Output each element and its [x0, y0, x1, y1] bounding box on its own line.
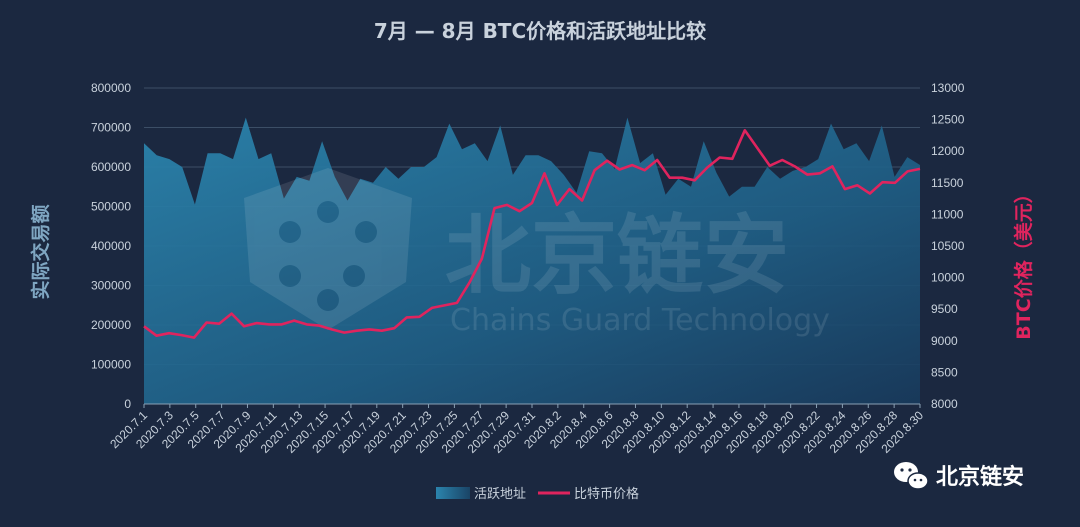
line-series-btc-price [143, 129, 921, 339]
brand-badge: 北京链安 [894, 462, 1024, 490]
chart-title: 7月 — 8月 BTC价格和活跃地址比较 [374, 19, 706, 43]
y-left-tick-label: 700000 [91, 121, 131, 135]
y-axis-left-label: 实际交易额 [29, 204, 52, 299]
y-axis-right-label: BTC价格（美元） [1012, 184, 1035, 339]
watermark-logo-icon [244, 168, 412, 330]
legend-label-area: 活跃地址 [474, 487, 526, 502]
y-right-tick-label: 9500 [931, 302, 958, 316]
watermark-en: Chains Guard Technology [450, 303, 830, 338]
y-right-tick-label: 10000 [931, 271, 965, 285]
y-left-tick-label: 200000 [91, 318, 131, 332]
y-right-tick-label: 8500 [931, 365, 958, 379]
y-right-tick-label: 11000 [931, 207, 964, 221]
wechat-icon [894, 462, 929, 490]
y-left-tick-label: 800000 [91, 81, 131, 95]
y-right-tick-label: 11500 [931, 176, 964, 190]
y-right-tick-label: 12000 [931, 144, 965, 158]
y-left-tick-label: 0 [124, 397, 131, 411]
watermark: 北京链安 Chains Guard Technology [244, 168, 830, 338]
legend: 活跃地址 比特币价格 [436, 486, 639, 502]
x-axis-ticks: 2020.7.12020.7.32020.7.52020.7.72020.7.9… [107, 404, 926, 456]
legend-swatch-area [436, 487, 470, 499]
y-left-tick-label: 600000 [91, 160, 131, 174]
y-right-tick-label: 9000 [931, 334, 958, 348]
y-left-tick-label: 400000 [91, 239, 131, 253]
y-left-tick-label: 500000 [91, 200, 131, 214]
y-right-tick-label: 10500 [931, 239, 965, 253]
y-right-tick-label: 8000 [931, 397, 958, 411]
y-left-tick-label: 300000 [91, 279, 131, 293]
area-series-active-addresses [144, 117, 920, 404]
watermark-cn: 北京链安 [445, 206, 789, 306]
line-layer [143, 129, 921, 339]
y-left-tick-label: 100000 [91, 358, 131, 372]
y-right-tick-label: 12500 [931, 113, 965, 127]
area-layer [144, 117, 920, 404]
y-right-tick-label: 13000 [931, 81, 965, 95]
legend-label-line: 比特币价格 [574, 486, 639, 502]
brand-name: 北京链安 [936, 464, 1024, 490]
right-axis-ticks: 8000 8500 9000 9500 10000 10500 11000 11500 1200… [931, 81, 965, 411]
left-axis-ticks: 0 100000 200000 300000 400000 500000 600000 700… [91, 81, 131, 411]
